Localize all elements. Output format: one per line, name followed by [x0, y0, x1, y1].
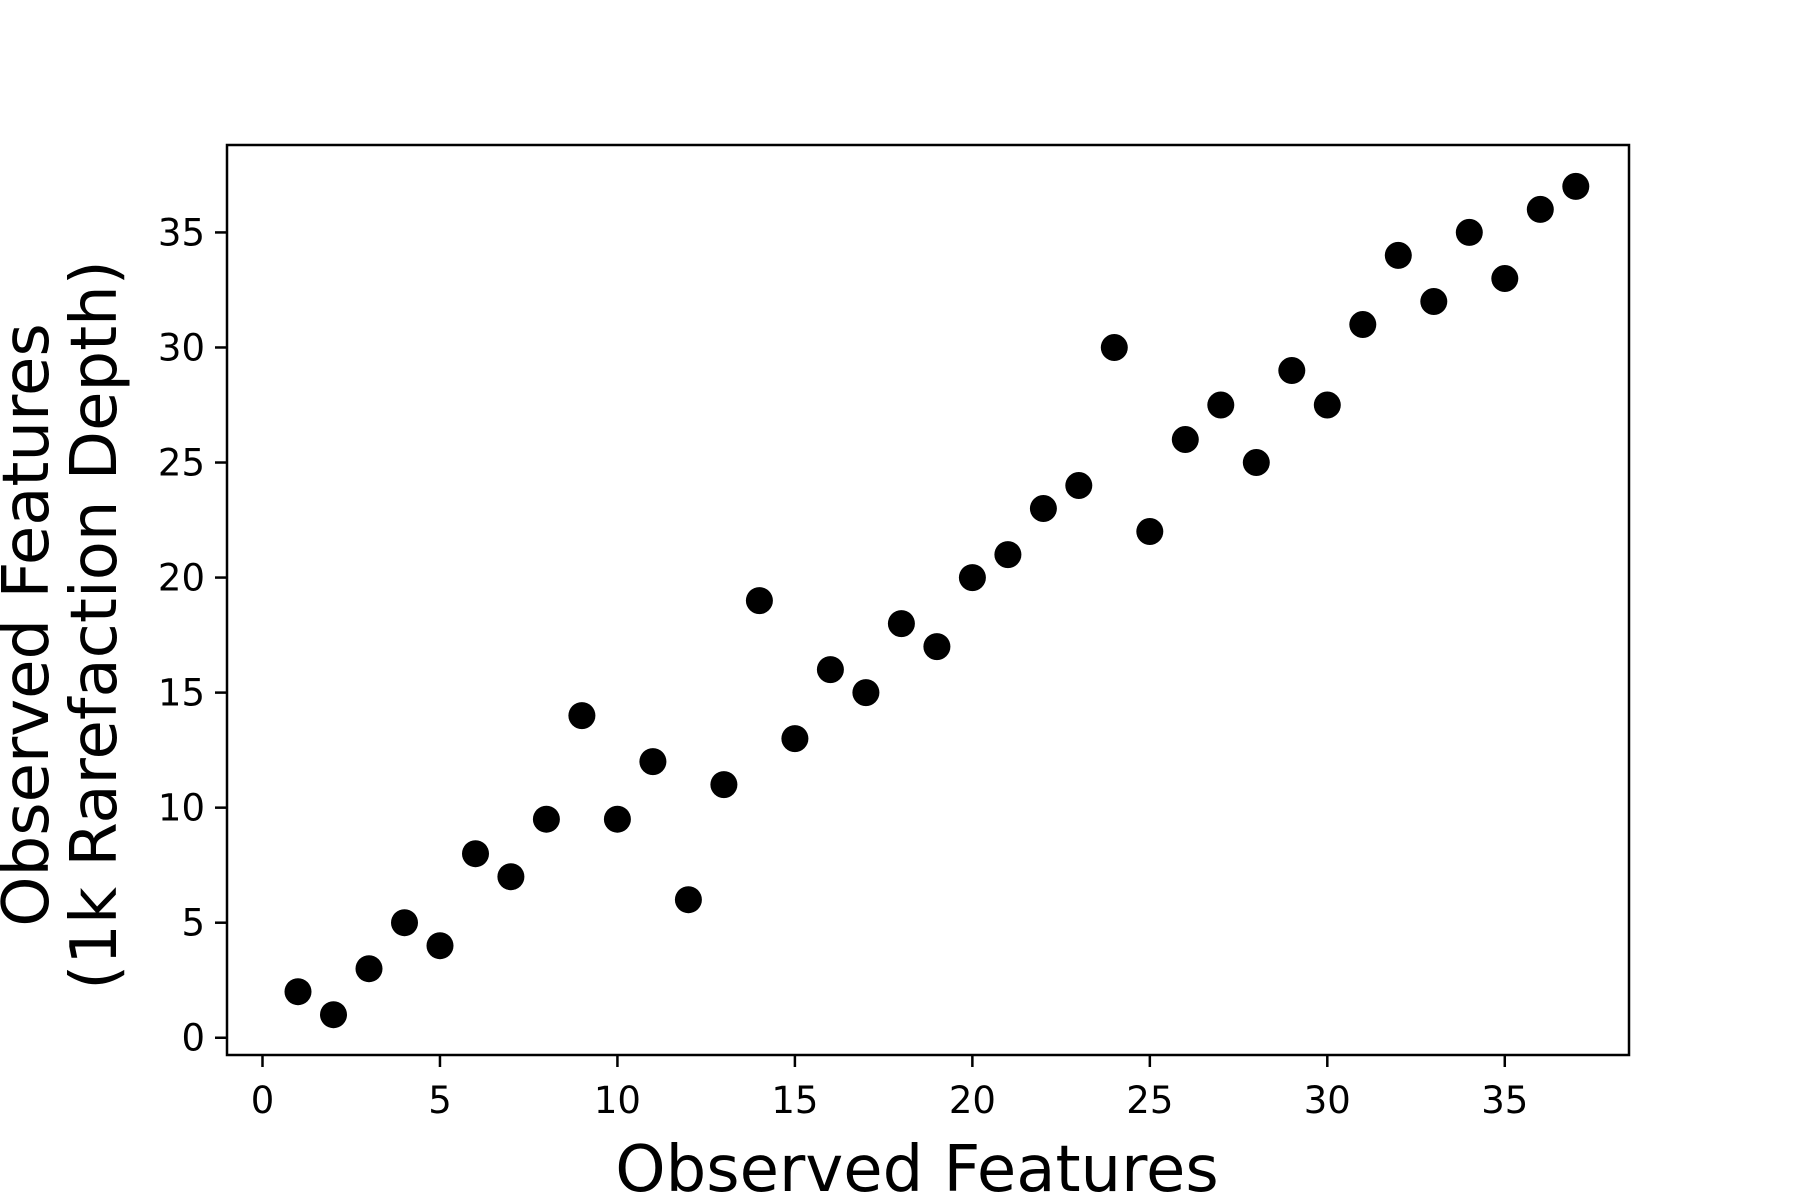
y-tick-label-30: 30 [158, 326, 205, 369]
data-point-37 [1562, 172, 1590, 200]
data-point-6 [462, 840, 489, 868]
y-axis-title-group: Observed Features (1k Rarefaction Depth) [0, 260, 132, 989]
x-tick-label-35: 35 [1481, 1079, 1528, 1122]
data-point-16 [816, 656, 844, 684]
data-point-26 [1171, 426, 1199, 453]
data-point-19 [923, 633, 951, 661]
data-point-31 [1349, 311, 1377, 338]
data-point-28 [1242, 449, 1270, 476]
points-layer [284, 172, 1590, 1029]
data-point-36 [1526, 195, 1554, 223]
y-tick-label-10: 10 [158, 787, 205, 830]
x-axis-title: Observed Features [615, 1133, 1218, 1200]
data-point-10 [603, 805, 631, 833]
data-point-13 [710, 771, 738, 799]
data-point-33 [1420, 288, 1448, 315]
data-point-5 [426, 932, 454, 960]
plot-area-frame [225, 143, 1631, 1057]
data-point-30 [1313, 391, 1341, 419]
data-point-20 [958, 564, 986, 592]
data-point-1 [284, 978, 312, 1006]
data-point-35 [1491, 265, 1519, 292]
x-tick-label-30: 30 [1304, 1079, 1351, 1122]
data-point-15 [781, 725, 809, 753]
data-point-29 [1278, 357, 1306, 384]
data-point-25 [1136, 518, 1164, 545]
data-point-2 [320, 1001, 347, 1029]
data-point-12 [674, 886, 702, 914]
y-tick-label-25: 25 [158, 442, 205, 485]
data-point-8 [532, 805, 560, 833]
y-tick-label-35: 35 [158, 211, 205, 254]
data-point-27 [1207, 391, 1235, 419]
y-axis-title-line-1: Observed Features [0, 323, 64, 926]
data-point-3 [355, 955, 383, 983]
data-point-7 [497, 863, 525, 891]
data-point-4 [391, 909, 418, 937]
data-point-11 [639, 748, 667, 776]
y-axis-title-line-2: (1k Rarefaction Depth) [58, 260, 132, 989]
x-tick-label-0: 0 [251, 1079, 275, 1122]
data-point-22 [1029, 495, 1057, 522]
data-point-32 [1384, 241, 1412, 269]
data-point-21 [994, 541, 1022, 569]
data-point-34 [1455, 218, 1483, 246]
y-tick-label-15: 15 [158, 672, 205, 715]
y-tick-label-0: 0 [181, 1017, 205, 1060]
data-point-14 [745, 587, 773, 615]
x-tick-label-25: 25 [1126, 1079, 1173, 1122]
data-point-18 [887, 610, 915, 638]
ticks-layer: 0 5 10 15 20 25 30 35 0 5 10 15 20 25 30 35 [158, 211, 1528, 1122]
x-tick-label-10: 10 [594, 1079, 641, 1122]
data-point-24 [1100, 334, 1128, 361]
data-point-23 [1065, 472, 1093, 499]
y-tick-label-5: 5 [181, 902, 205, 945]
x-tick-label-5: 5 [428, 1079, 452, 1122]
y-tick-label-20: 20 [158, 557, 205, 600]
data-point-17 [852, 679, 880, 707]
x-tick-label-20: 20 [949, 1079, 996, 1122]
x-tick-label-15: 15 [771, 1079, 818, 1122]
data-point-9 [568, 702, 596, 730]
